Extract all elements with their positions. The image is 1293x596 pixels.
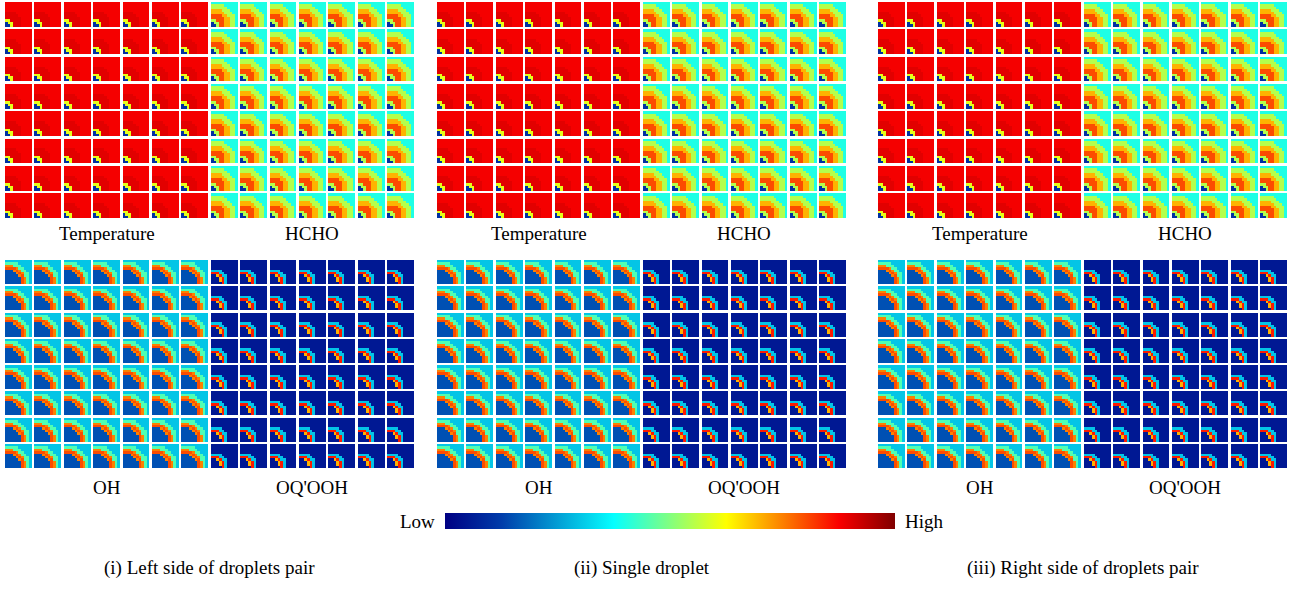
svg-text:(ii) Single droplet: (ii) Single droplet <box>574 557 710 579</box>
svg-text:OQ'OOH: OQ'OOH <box>1149 477 1221 498</box>
svg-text:Temperature: Temperature <box>59 223 155 244</box>
svg-text:Low: Low <box>400 511 435 532</box>
svg-text:High: High <box>905 511 944 532</box>
svg-text:OQ'OOH: OQ'OOH <box>708 477 780 498</box>
svg-text:HCHO: HCHO <box>285 223 339 244</box>
svg-text:OH: OH <box>525 477 553 498</box>
svg-text:HCHO: HCHO <box>717 223 771 244</box>
svg-text:(i) Left side of droplets pair: (i) Left side of droplets pair <box>104 557 315 579</box>
svg-text:OH: OH <box>93 477 121 498</box>
svg-text:(iii) Right side of droplets p: (iii) Right side of droplets pair <box>967 557 1199 579</box>
svg-text:HCHO: HCHO <box>1158 223 1212 244</box>
svg-text:Temperature: Temperature <box>491 223 587 244</box>
svg-text:Temperature: Temperature <box>932 223 1028 244</box>
svg-text:OQ'OOH: OQ'OOH <box>276 477 348 498</box>
svg-text:OH: OH <box>966 477 994 498</box>
